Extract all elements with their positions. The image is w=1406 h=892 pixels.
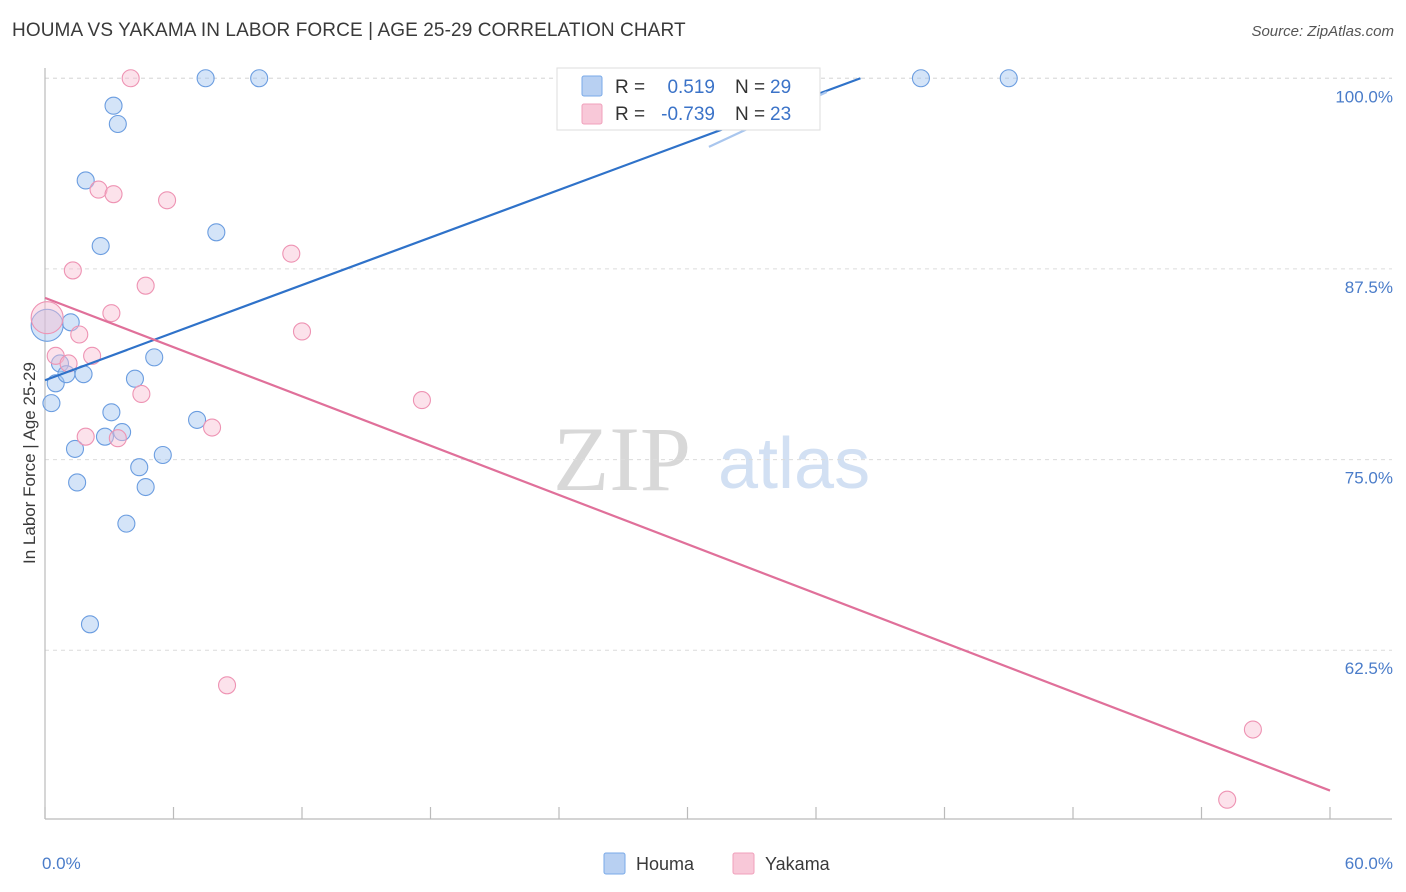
- yakama-point: [30, 301, 64, 335]
- houma-point: [207, 223, 226, 242]
- houma-point: [999, 69, 1018, 88]
- houma-point: [65, 439, 85, 458]
- watermark-atlas: atlas: [718, 424, 870, 504]
- houma-point: [250, 69, 269, 88]
- yakama-point: [108, 429, 127, 448]
- y-tick-label: 100.0%: [1335, 87, 1393, 106]
- houma-point: [108, 114, 127, 134]
- houma-point: [117, 514, 136, 533]
- houma-point: [76, 171, 95, 190]
- houma-swatch: [581, 75, 603, 97]
- houma-point: [153, 445, 172, 465]
- yakama-point: [412, 391, 431, 410]
- yakama-point: [63, 261, 82, 280]
- yakama-point: [1218, 790, 1237, 809]
- chart-title: HOUMA VS YAKAMA IN LABOR FORCE | AGE 25-…: [12, 20, 686, 41]
- y-tick-labels: 100.0% 87.5% 75.0% 62.5%: [1335, 87, 1393, 678]
- houma-point: [68, 473, 87, 492]
- axes: [44, 68, 1392, 820]
- yakama-point: [292, 322, 312, 341]
- houma-point: [130, 458, 149, 477]
- legend-yakama-label: Yakama: [765, 854, 831, 874]
- yakama-point: [1243, 720, 1262, 739]
- houma-r-value: 0.519: [667, 77, 715, 98]
- houma-point: [125, 369, 144, 388]
- yakama-r-label: R =: [615, 104, 645, 125]
- x-tick-labels: 0.0% 60.0%: [42, 854, 1393, 873]
- houma-point: [188, 410, 207, 429]
- houma-point: [911, 69, 930, 88]
- x-tick-label-max: 60.0%: [1345, 854, 1393, 873]
- yakama-point: [203, 418, 222, 437]
- yakama-n-value: 23: [770, 104, 791, 125]
- yakama-point: [136, 276, 155, 295]
- yakama-r-value: -0.739: [661, 104, 715, 125]
- yakama-point: [102, 304, 121, 323]
- yakama-trendline: [44, 296, 1331, 792]
- yakama-swatch: [581, 103, 603, 125]
- stats-legend: R = 0.519 N = 29 R = -0.739 N = 23: [556, 67, 821, 131]
- y-tick-label: 62.5%: [1345, 659, 1393, 678]
- y-axis-label: In Labor Force | Age 25-29: [20, 362, 39, 564]
- legend-houma-swatch: [603, 852, 626, 875]
- y-tick-label: 87.5%: [1345, 278, 1393, 297]
- houma-point: [42, 394, 61, 413]
- watermark-zip: ZIP: [553, 408, 691, 510]
- yakama-point: [104, 185, 123, 204]
- houma-r-label: R =: [615, 77, 645, 98]
- series-houma: [30, 69, 1018, 634]
- houma-n-label: N =: [735, 77, 765, 98]
- yakama-point: [70, 325, 89, 344]
- houma-point: [196, 69, 215, 88]
- legend-yakama-swatch: [732, 852, 755, 875]
- yakama-point: [132, 384, 151, 404]
- yakama-point: [158, 191, 177, 210]
- yakama-point: [121, 69, 140, 88]
- series-legend: Houma Yakama: [603, 852, 831, 875]
- yakama-point: [89, 180, 108, 199]
- houma-point: [80, 615, 100, 634]
- houma-point: [102, 403, 121, 422]
- y-tick-label: 75.0%: [1345, 469, 1393, 488]
- houma-point: [136, 477, 155, 497]
- watermark: ZIP atlas: [553, 408, 870, 510]
- yakama-n-label: N =: [735, 104, 765, 125]
- houma-point: [104, 96, 123, 115]
- source-credit: Source: ZipAtlas.com: [1251, 23, 1394, 40]
- houma-n-value: 29: [770, 77, 791, 98]
- yakama-point: [282, 244, 301, 263]
- legend-houma-label: Houma: [636, 854, 695, 874]
- gridlines: [45, 77, 1392, 651]
- houma-point: [91, 236, 110, 256]
- yakama-point: [217, 676, 237, 695]
- yakama-point: [76, 427, 95, 446]
- x-tick-label-min: 0.0%: [42, 854, 81, 873]
- houma-point: [145, 348, 164, 367]
